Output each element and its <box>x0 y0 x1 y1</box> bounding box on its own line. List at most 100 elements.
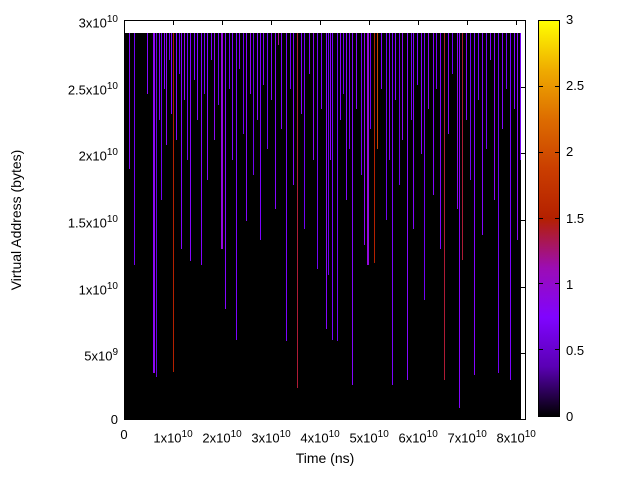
memory-access-line <box>360 33 362 175</box>
x-tick-label: 8x1010 <box>496 429 536 446</box>
colorbar-tick-mark <box>555 218 559 219</box>
memory-access-line <box>147 33 148 95</box>
memory-access-line <box>514 33 516 110</box>
y-tick-mark-right <box>521 353 525 354</box>
colorbar-tick-mark <box>555 349 559 350</box>
memory-access-line <box>231 33 233 160</box>
x-tick-mark-top <box>467 21 468 25</box>
x-tick-label: 0 <box>120 427 128 442</box>
memory-access-line <box>388 33 390 160</box>
memory-access-line <box>200 33 202 266</box>
memory-access-line <box>163 33 165 89</box>
y-tick-mark-right <box>521 220 525 221</box>
memory-access-line <box>183 33 185 100</box>
x-tick-mark-top <box>418 21 419 25</box>
memory-access-line <box>436 33 438 89</box>
memory-access-line <box>440 33 442 250</box>
memory-access-line <box>228 33 230 89</box>
x-tick-mark-top <box>369 21 370 25</box>
memory-access-line <box>196 33 198 120</box>
memory-access-line <box>410 33 412 120</box>
memory-access-line <box>377 33 379 150</box>
memory-access-line <box>259 33 261 240</box>
x-tick-label: 4x1010 <box>300 429 340 446</box>
memory-access-line <box>320 33 322 110</box>
memory-access-line <box>374 33 376 263</box>
heatmap-region <box>125 33 521 420</box>
memory-access-line <box>249 33 251 95</box>
memory-access-line <box>498 33 499 374</box>
memory-access-line <box>292 33 294 186</box>
memory-access-line <box>366 33 369 266</box>
y-tick-label: 2.5x1010 <box>67 80 118 97</box>
y-tick-label: 0 <box>110 412 118 427</box>
memory-access-line <box>190 33 191 262</box>
memory-access-line <box>300 33 302 115</box>
colorbar-tick-label: 2 <box>566 144 574 160</box>
memory-access-line <box>304 33 306 230</box>
memory-access-line <box>211 33 212 60</box>
y-tick-label: 1.5x1010 <box>67 214 118 231</box>
memory-access-line <box>168 33 170 60</box>
memory-access-line <box>277 33 279 45</box>
memory-access-line <box>392 33 394 386</box>
memory-access-line <box>370 33 372 130</box>
memory-access-line <box>312 33 314 160</box>
y-tick-mark-right <box>521 153 525 154</box>
y-tick-label: 2x1010 <box>78 147 118 164</box>
memory-access-line <box>356 33 358 110</box>
memory-access-line <box>270 33 272 100</box>
memory-access-line <box>486 33 488 150</box>
memory-access-line <box>158 33 160 120</box>
memory-access-line <box>452 33 454 75</box>
memory-access-line <box>308 33 310 75</box>
memory-access-line <box>510 33 512 380</box>
colorbar-tick-mark <box>555 86 559 87</box>
memory-access-line <box>474 33 476 375</box>
memory-access-line <box>175 33 177 140</box>
x-tick-mark-top <box>173 21 174 25</box>
memory-access-line <box>220 33 223 250</box>
colorbar-tick-label: 2.5 <box>566 78 585 94</box>
x-tick-mark-top <box>222 21 223 25</box>
colorbar-tick-label: 0 <box>566 409 574 424</box>
memory-access-line <box>330 33 332 160</box>
colorbar <box>538 20 560 417</box>
x-tick-label: 3x1010 <box>251 429 291 446</box>
memory-access-line <box>172 33 174 372</box>
plot-frame <box>124 20 526 420</box>
memory-access-line <box>444 33 446 380</box>
memory-access-line <box>170 33 172 115</box>
memory-access-line <box>381 33 383 89</box>
x-tick-label: 7x1010 <box>447 429 487 446</box>
memory-access-line <box>326 33 328 330</box>
memory-access-line <box>448 33 450 135</box>
memory-access-line <box>289 33 291 89</box>
x-tick-label: 5x1010 <box>349 429 389 446</box>
memory-access-line <box>478 33 479 100</box>
memory-access-line <box>332 33 334 340</box>
memory-access-line <box>178 33 180 75</box>
memory-access-line <box>224 33 226 310</box>
memory-access-line <box>256 33 258 120</box>
memory-access-line <box>490 33 492 60</box>
colorbar-tick-mark <box>539 218 543 219</box>
memory-access-line <box>203 33 205 95</box>
memory-access-line <box>466 33 468 120</box>
memory-access-line <box>421 33 423 155</box>
x-tick-mark-top <box>271 21 272 25</box>
memory-access-line <box>413 33 415 230</box>
memory-access-line <box>501 33 503 130</box>
memory-access-line <box>165 33 167 146</box>
memory-access-line <box>206 33 208 180</box>
colorbar-tick-mark <box>539 349 543 350</box>
memory-access-line <box>281 33 283 130</box>
x-tick-label: 1x1010 <box>153 429 193 446</box>
memory-access-line <box>242 33 244 135</box>
memory-access-line <box>462 33 464 260</box>
memory-access-line <box>336 33 338 342</box>
colorbar-tick-label: 3 <box>566 12 574 27</box>
memory-access-line <box>285 33 287 342</box>
memory-access-line <box>155 33 157 378</box>
